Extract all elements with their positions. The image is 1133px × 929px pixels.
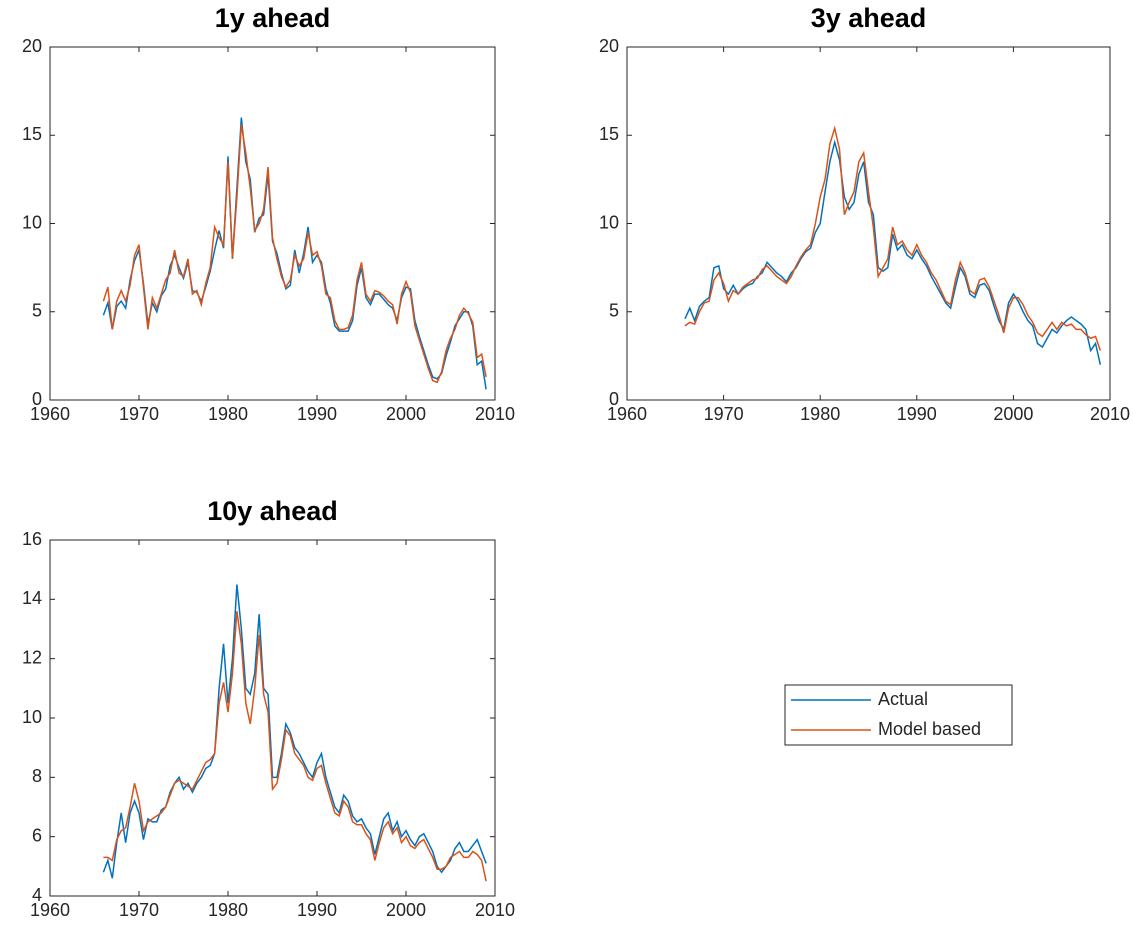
x-tick-label: 1960 bbox=[30, 404, 70, 424]
x-tick-label: 1960 bbox=[607, 404, 647, 424]
axes-background bbox=[627, 47, 1110, 400]
legend-box bbox=[784, 684, 1013, 746]
x-tick-label: 2010 bbox=[475, 404, 515, 424]
series-line bbox=[102, 124, 487, 384]
series-line bbox=[103, 611, 487, 882]
y-tick-label: 12 bbox=[22, 647, 42, 667]
x-tick-label: 1970 bbox=[119, 404, 159, 424]
y-tick-label: 10 bbox=[599, 212, 619, 232]
y-tick-label: 10 bbox=[22, 212, 42, 232]
y-tick-label: 20 bbox=[599, 36, 619, 56]
y-tick-label: 16 bbox=[22, 529, 42, 549]
x-tick-label: 2010 bbox=[475, 900, 515, 920]
series-line bbox=[684, 139, 1102, 365]
x-tick-label: 1990 bbox=[897, 404, 937, 424]
chart-title: 10y ahead bbox=[207, 496, 338, 526]
series-line bbox=[102, 117, 487, 390]
y-tick-label: 0 bbox=[32, 389, 42, 409]
x-tick-label: 1980 bbox=[208, 404, 248, 424]
x-tick-label: 1960 bbox=[30, 900, 70, 920]
x-tick-label: 2000 bbox=[386, 404, 426, 424]
y-tick-label: 0 bbox=[609, 389, 619, 409]
series-line bbox=[684, 125, 1102, 351]
x-tick-label: 2000 bbox=[993, 404, 1033, 424]
x-tick-label: 1980 bbox=[800, 404, 840, 424]
x-tick-label: 1970 bbox=[704, 404, 744, 424]
y-tick-label: 8 bbox=[32, 766, 42, 786]
axes-box bbox=[49, 539, 496, 897]
x-tick-label: 1970 bbox=[119, 900, 159, 920]
y-tick-label: 5 bbox=[32, 301, 42, 321]
axes-box bbox=[626, 46, 1111, 401]
x-tick-label: 1980 bbox=[208, 900, 248, 920]
legend-label: Model based bbox=[878, 719, 981, 739]
y-tick-label: 5 bbox=[609, 301, 619, 321]
y-tick-label: 15 bbox=[22, 124, 42, 144]
x-tick-label: 1990 bbox=[297, 404, 337, 424]
y-tick-label: 6 bbox=[32, 825, 42, 845]
legend-label: Actual bbox=[878, 689, 928, 709]
axes-background bbox=[50, 47, 495, 400]
chart-title: 3y ahead bbox=[811, 3, 927, 33]
chart-title: 1y ahead bbox=[215, 3, 331, 33]
y-tick-label: 14 bbox=[22, 588, 42, 608]
axes-box bbox=[49, 46, 496, 401]
x-tick-label: 2010 bbox=[1090, 404, 1130, 424]
y-tick-label: 20 bbox=[22, 36, 42, 56]
y-tick-label: 15 bbox=[599, 124, 619, 144]
y-tick-label: 4 bbox=[32, 885, 42, 905]
y-tick-label: 10 bbox=[22, 707, 42, 727]
x-tick-label: 2000 bbox=[386, 900, 426, 920]
x-tick-label: 1990 bbox=[297, 900, 337, 920]
